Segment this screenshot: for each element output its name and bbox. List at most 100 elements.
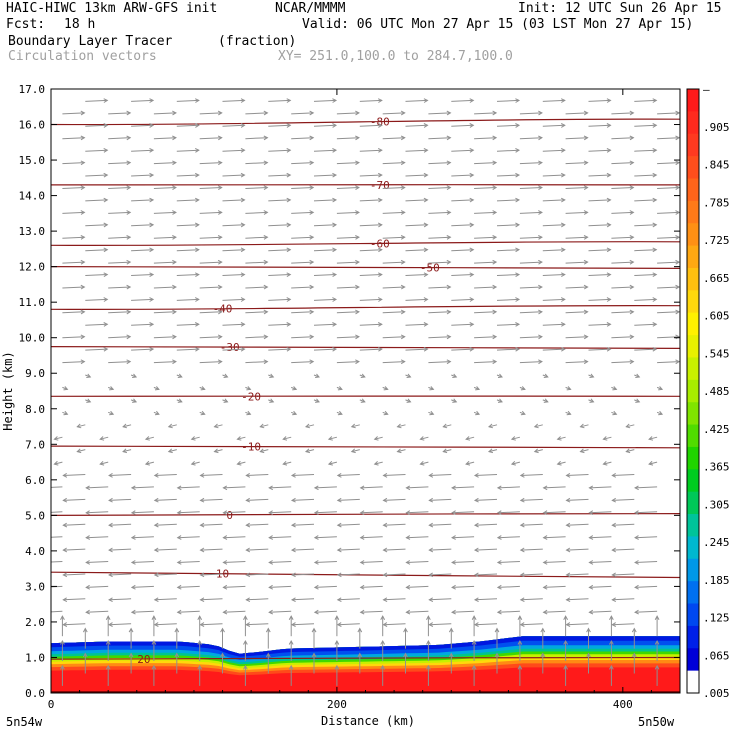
wind-vector-66 xyxy=(609,615,614,637)
wind-vector-262 xyxy=(304,448,315,454)
wind-vector-469 xyxy=(519,259,543,265)
colorbar-label-16: .005 xyxy=(703,687,730,700)
wind-vector-158 xyxy=(473,547,498,553)
wind-vector-607 xyxy=(657,135,680,141)
plot-frame xyxy=(50,88,681,694)
wind-vector-90 xyxy=(451,609,475,615)
wind-vector-339 xyxy=(130,373,138,378)
wind-vector-304 xyxy=(382,410,389,416)
wind-vector-68 xyxy=(62,622,86,627)
wind-vector-172 xyxy=(496,535,520,540)
wind-vector-71 xyxy=(199,622,223,627)
wind-vector-265 xyxy=(442,448,452,454)
wind-vector-494 xyxy=(428,235,452,240)
y-axis-label: Height (km) xyxy=(1,351,15,430)
wind-vector-15 xyxy=(128,652,134,674)
field-units: (fraction) xyxy=(218,34,297,49)
wind-vector-273 xyxy=(190,436,200,441)
wind-vector-493 xyxy=(382,235,406,240)
wind-vector-608 xyxy=(85,123,109,128)
wind-vector-307 xyxy=(519,410,526,416)
wind-vector-140 xyxy=(268,560,292,565)
wind-vector-86 xyxy=(268,609,292,615)
wind-vector-511 xyxy=(588,222,612,228)
wind-vector-299 xyxy=(153,410,160,416)
wind-vector-112 xyxy=(222,584,246,590)
wind-vector-577 xyxy=(519,160,543,166)
wind-vector-217 xyxy=(85,485,109,491)
wind-vector-646 xyxy=(588,98,612,103)
wind-vector-441 xyxy=(474,284,498,290)
wind-vector-602 xyxy=(428,135,452,141)
wind-vector-85 xyxy=(222,609,246,615)
wind-vector-38 xyxy=(563,639,569,661)
wind-vector-22 xyxy=(448,652,454,674)
wind-vector-244 xyxy=(99,460,109,466)
wind-vector-592 xyxy=(588,147,612,153)
wind-vector-399 xyxy=(405,322,429,327)
wind-vector-418 xyxy=(657,309,680,315)
wind-vector-221 xyxy=(268,485,292,491)
wind-vector-427 xyxy=(451,297,475,302)
wind-vector-556 xyxy=(176,172,200,178)
wind-vector-42 xyxy=(128,627,134,649)
wind-vector-295 xyxy=(579,423,589,429)
wind-vector-125 xyxy=(199,572,223,578)
contour-7 xyxy=(51,445,680,449)
wind-vector-214 xyxy=(565,497,589,503)
wind-vector-199 xyxy=(496,510,520,516)
wind-vector-622 xyxy=(108,110,132,116)
wind-vector-396 xyxy=(268,322,292,327)
wind-vector-155 xyxy=(336,547,360,553)
contour-label-10: 20 xyxy=(137,653,150,666)
wind-vector-358 xyxy=(382,359,406,365)
wind-vector-218 xyxy=(130,485,154,491)
wind-vector-219 xyxy=(176,485,200,491)
contour-label-6: -20 xyxy=(241,390,261,403)
wind-vector-624 xyxy=(199,110,223,116)
wind-vector-226 xyxy=(496,485,520,491)
wind-vector-286 xyxy=(167,423,177,429)
wind-vector-400 xyxy=(451,322,475,327)
wind-vector-407 xyxy=(153,309,177,315)
y-tick-label-15: 15.0 xyxy=(19,154,46,167)
wind-vector-635 xyxy=(85,98,109,103)
wind-vector-278 xyxy=(419,436,429,441)
contour-10 xyxy=(51,656,680,660)
wind-vector-161 xyxy=(611,547,635,553)
wind-vector-442 xyxy=(519,284,543,290)
wind-vector-145 xyxy=(496,560,520,565)
wind-vector-255 xyxy=(602,460,612,466)
wind-vector-344 xyxy=(359,373,366,378)
wind-vector-395 xyxy=(222,322,246,327)
wind-vector-98 xyxy=(199,597,223,603)
wind-vector-468 xyxy=(474,259,498,265)
wind-vector-8 xyxy=(426,664,431,686)
wind-vector-433 xyxy=(108,284,132,290)
wind-vector-391 xyxy=(657,334,680,340)
wind-vector-175 xyxy=(634,535,658,540)
wind-vector-294 xyxy=(533,423,543,429)
wind-vector-409 xyxy=(245,309,269,315)
wind-vector-496 xyxy=(519,235,543,240)
wind-vector-467 xyxy=(428,259,452,265)
colorbar-label-15: .065 xyxy=(703,649,730,662)
wind-vector-630 xyxy=(474,110,498,116)
wind-vector-5 xyxy=(288,664,294,686)
wind-vector-289 xyxy=(304,423,315,429)
wind-vector-67 xyxy=(654,615,660,637)
wind-vector-157 xyxy=(428,547,452,553)
wind-vector-526 xyxy=(657,210,680,215)
wind-vector-569 xyxy=(153,160,177,166)
tracer-band-9 xyxy=(51,636,680,657)
wind-vector-371 xyxy=(359,346,383,352)
wind-vector-337 xyxy=(656,386,664,391)
wind-vector-152 xyxy=(199,547,223,553)
wind-vector-479 xyxy=(359,247,383,253)
wind-vector-429 xyxy=(542,297,566,302)
wind-vector-597 xyxy=(199,135,223,141)
wind-vector-4 xyxy=(243,664,248,686)
wind-vector-397 xyxy=(313,322,338,327)
wind-vector-178 xyxy=(153,522,177,528)
wind-vector-37 xyxy=(517,639,523,661)
